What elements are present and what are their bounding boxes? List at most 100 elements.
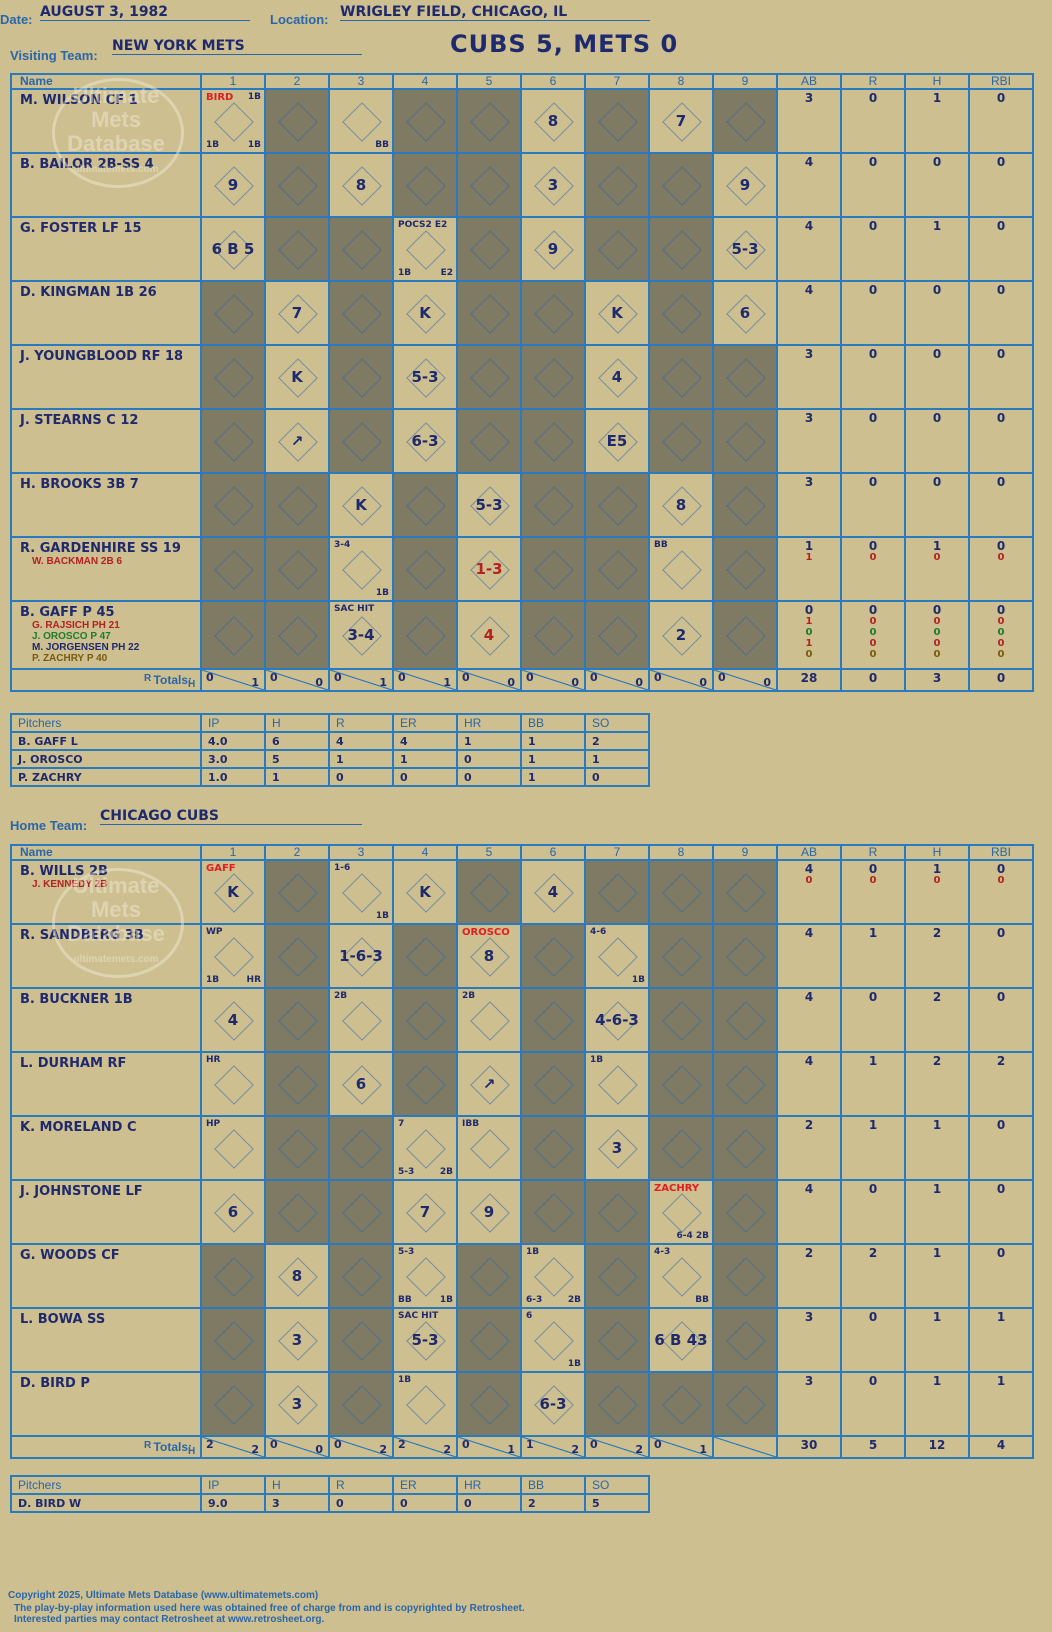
inning-runs: 0 xyxy=(590,1438,598,1451)
at-bat-cell xyxy=(392,1051,458,1117)
at-bat-cell xyxy=(520,344,586,410)
rbi-value: 0 xyxy=(996,990,1006,1004)
base-diamond-icon xyxy=(470,1001,510,1041)
ab-stat-cell: 3 xyxy=(776,88,842,154)
at-bat-cell: 9 xyxy=(200,152,266,218)
ab-stat-cell: 4 xyxy=(776,923,842,989)
h-stat-cell: 2 xyxy=(904,923,970,989)
base-diamond-icon xyxy=(470,294,510,334)
base-diamond-icon xyxy=(598,486,638,526)
batter-name-cell: G. WOODS CF xyxy=(10,1243,202,1309)
r-value: 0 xyxy=(868,219,878,233)
base-diamond-icon xyxy=(534,422,574,462)
play-annotation: 1B xyxy=(247,92,261,102)
at-bat-cell: 2B xyxy=(328,987,394,1053)
play-notation: 3 xyxy=(291,1331,303,1349)
at-bat-cell xyxy=(584,88,650,154)
pitching-stat: 0 xyxy=(456,749,522,769)
base-diamond-icon xyxy=(726,486,766,526)
play-notation: 9 xyxy=(547,240,559,258)
play-annotation: 1B xyxy=(439,1295,453,1305)
inning-hits: 1 xyxy=(699,1443,707,1456)
base-diamond-icon xyxy=(534,937,574,977)
r-value: 0 xyxy=(868,411,878,425)
at-bat-cell xyxy=(456,280,522,346)
watermark-logo: Ultimate Mets Database ultimatemets.com xyxy=(48,76,184,188)
at-bat-cell xyxy=(648,987,714,1053)
rbi-value: 0 xyxy=(996,1246,1006,1260)
divider-slash xyxy=(523,671,583,689)
divider-slash xyxy=(459,1438,519,1456)
play-notation: 1-3 xyxy=(475,560,503,578)
game-total-h: 3 xyxy=(904,668,970,692)
play-annotation: BB xyxy=(398,1295,412,1305)
batter-row: D. KINGMAN 1B 26 7 K K 6 4 0 0 0 xyxy=(10,280,1034,346)
r-stat-cell: 0 xyxy=(840,280,906,346)
play-annotation: 1B xyxy=(375,911,389,921)
base-diamond-icon xyxy=(726,1385,766,1425)
at-bat-cell xyxy=(392,923,458,989)
play-notation: 3-4 xyxy=(347,626,375,644)
h-stat-cell: 0 xyxy=(904,472,970,538)
rbi-value: 2 xyxy=(996,1054,1006,1068)
at-bat-cell xyxy=(264,600,330,670)
base-diamond-icon xyxy=(278,1065,318,1105)
play-annotation: HR xyxy=(206,1055,221,1065)
batter-name-cell: J. STEARNS C 12 xyxy=(10,408,202,474)
watermark-logo: Ultimate Mets Database ultimatemets.com xyxy=(48,866,184,978)
inning-header: 2 xyxy=(264,844,330,861)
base-diamond-icon xyxy=(278,616,318,656)
base-diamond-icon xyxy=(662,1001,702,1041)
at-bat-cell: K xyxy=(328,472,394,538)
pitching-stat: 1 xyxy=(456,731,522,751)
play-annotation: HP xyxy=(206,1119,221,1129)
r-stat-cell: 0 xyxy=(840,1179,906,1245)
play-notation: 5-3 xyxy=(731,240,759,258)
divider-slash xyxy=(267,1438,327,1456)
inning-runs: 0 xyxy=(654,671,662,684)
rbi-value: 0 xyxy=(997,552,1005,563)
at-bat-cell: 3-4 1B xyxy=(328,536,394,602)
h-stat-cell: 1 xyxy=(904,1243,970,1309)
at-bat-cell: 8 xyxy=(264,1243,330,1309)
base-diamond-icon xyxy=(534,1001,574,1041)
at-bat-cell: 8 xyxy=(328,152,394,218)
inning-header: 8 xyxy=(648,73,714,90)
batter-name: J. JOHNSTONE LF xyxy=(20,1184,143,1199)
ab-stat-cell: 3 xyxy=(776,472,842,538)
inning-hits: 0 xyxy=(507,676,515,689)
batter-name: J. YOUNGBLOOD RF 18 xyxy=(20,349,184,364)
ab-value: 3 xyxy=(804,1310,814,1324)
ab-value: 0 xyxy=(805,627,813,638)
at-bat-cell xyxy=(712,536,778,602)
play-notation: ↗ xyxy=(482,1075,496,1093)
rbi-value: 0 xyxy=(996,603,1006,617)
batter-name-cell: B. GAFF P 45 G. RAJSICH PH 21 J. OROSCO P … xyxy=(10,600,202,670)
pitching-header: Pitchers xyxy=(10,713,202,733)
totals-label: Totals: xyxy=(153,673,192,687)
play-notation: 8 xyxy=(675,496,687,514)
base-diamond-icon xyxy=(278,1193,318,1233)
r-value: 0 xyxy=(868,603,878,617)
at-bat-cell xyxy=(648,1371,714,1437)
h-value: 1 xyxy=(932,1374,942,1388)
h-stat-cell: 1 xyxy=(904,1115,970,1181)
play-notation: 8 xyxy=(355,176,367,194)
game-total-r: 5 xyxy=(840,1435,906,1459)
batter-name: D. BIRD P xyxy=(20,1376,90,1391)
at-bat-cell xyxy=(648,280,714,346)
at-bat-cell: 5-3 xyxy=(712,216,778,282)
base-diamond-icon xyxy=(342,1193,382,1233)
at-bat-cell xyxy=(712,472,778,538)
at-bat-cell: 4-6 1B xyxy=(584,923,650,989)
at-bat-cell xyxy=(584,859,650,925)
home-pitching-table: Pitchers IP H R ER HR BB SO D. BIRD W 9.0 3 0 0 0 2 5 xyxy=(10,1475,650,1513)
ab-stat-cell: 4 xyxy=(776,152,842,218)
at-bat-cell xyxy=(712,1115,778,1181)
base-diamond-icon xyxy=(278,550,318,590)
at-bat-cell xyxy=(648,344,714,410)
at-bat-cell xyxy=(520,1179,586,1245)
h-value: 1 xyxy=(932,862,942,876)
